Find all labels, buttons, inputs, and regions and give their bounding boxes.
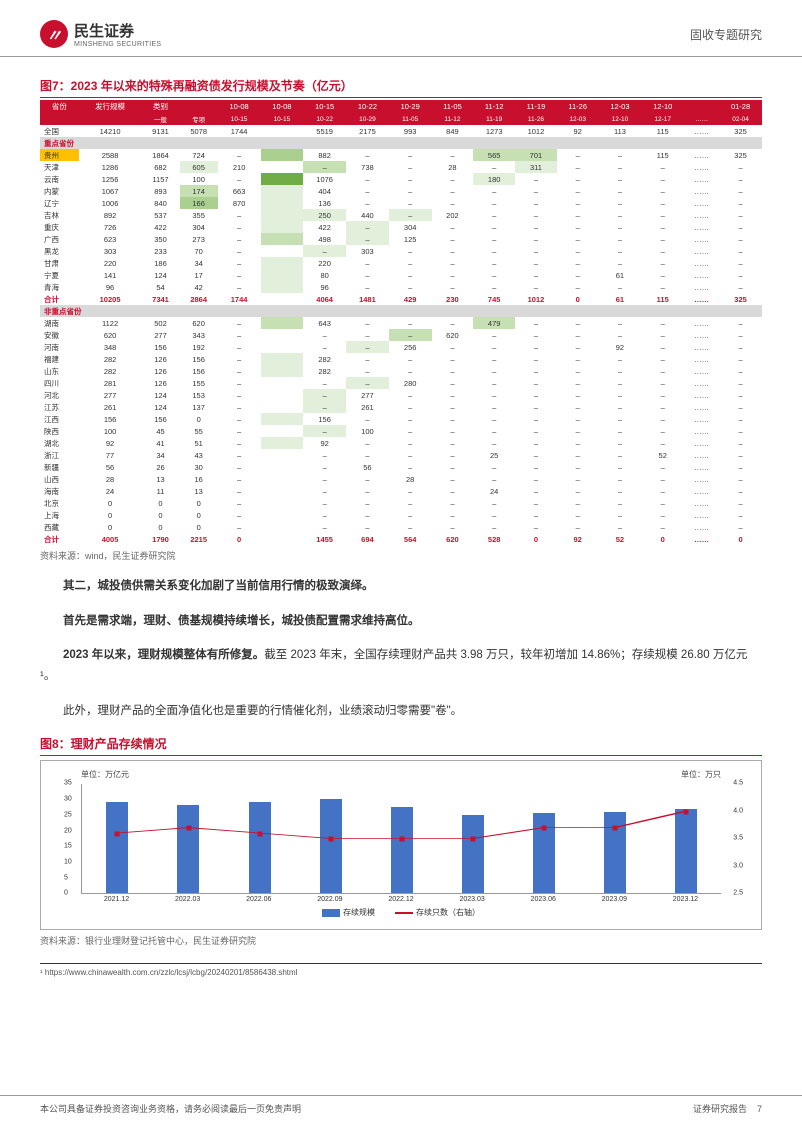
unit-right: 单位：万只 xyxy=(681,769,721,780)
unit-left: 单位：万亿元 xyxy=(81,769,129,780)
footnote: ¹ https://www.chinawealth.com.cn/zzlc/lc… xyxy=(0,964,802,981)
footer-disclaimer: 本公司具备证券投资咨询业务资格，请务必阅读最后一页免责声明 xyxy=(40,1102,301,1115)
body-paragraph: 2023 年以来，理财规模整体有所修复。截至 2023 年末，全国存续理财产品共… xyxy=(40,645,762,686)
chart-legend: 存续规模 存续只数（右轴） xyxy=(51,907,751,918)
page-header: 〃 民生证券 MINSHENG SECURITIES 固收专题研究 xyxy=(0,0,802,57)
body-paragraph: 其二，城投债供需关系变化加剧了当前信用行情的极致演绎。 xyxy=(40,576,762,597)
logo-en: MINSHENG SECURITIES xyxy=(74,41,161,48)
header-category: 固收专题研究 xyxy=(690,26,762,43)
logo-icon: 〃 xyxy=(40,20,68,48)
page-footer: 本公司具备证券投资咨询业务资格，请务必阅读最后一页免责声明 证券研究报告 7 xyxy=(0,1095,802,1115)
fig8-title: 图8：理财产品存续情况 xyxy=(40,735,762,756)
fig7-table: 省份发行规模类别10-0810-0810-1510-2210-2911-0511… xyxy=(40,100,762,545)
body-paragraph: 此外，理财产品的全面净值化也是重要的行情催化剂，业绩滚动归零需要"卷"。 xyxy=(40,701,762,722)
logo: 〃 民生证券 MINSHENG SECURITIES xyxy=(40,20,161,48)
fig8-source: 资料来源：银行业理财登记托管中心，民生证券研究院 xyxy=(40,934,762,947)
fig7-title: 图7：2023 年以来的特殊再融资债发行规模及节奏（亿元） xyxy=(40,77,762,98)
logo-cn: 民生证券 xyxy=(74,20,161,41)
body-paragraph: 首先是需求端，理财、债基规模持续增长，城投债配置需求维持高位。 xyxy=(40,611,762,632)
fig8-chart: 单位：万亿元 单位：万只 051015202530352.53.03.54.04… xyxy=(40,760,762,930)
fig7-source: 资料来源：wind，民生证券研究院 xyxy=(40,549,762,562)
